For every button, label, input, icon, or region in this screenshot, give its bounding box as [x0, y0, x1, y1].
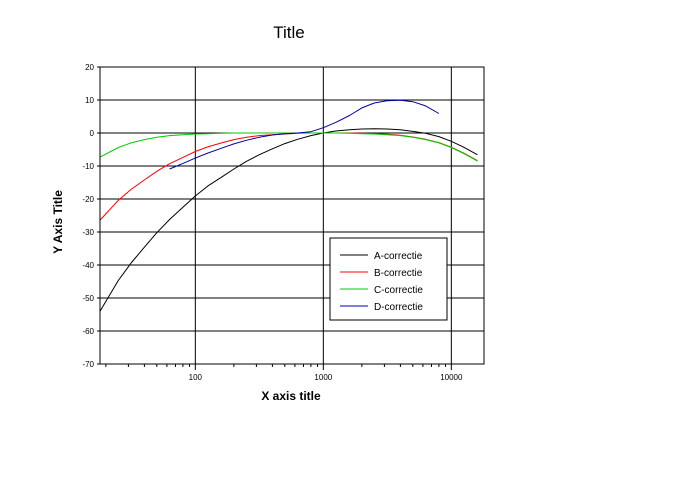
y-tick-label: -20 [82, 195, 94, 204]
series-line-a-correctie [99, 128, 478, 312]
y-tick-label: 20 [85, 63, 94, 72]
y-tick-label: -40 [82, 261, 94, 270]
y-tick-label: -10 [82, 162, 94, 171]
plot-frame [99, 66, 485, 365]
y-tick-label: 0 [90, 129, 95, 138]
ticks: -70 -60 -50 -40 -30 -20 -10 0 10 20 100 1000 10000 [82, 63, 463, 382]
y-tick-label: 10 [85, 96, 94, 105]
y-tick-label: -30 [82, 228, 94, 237]
legend: A-correctie B-correctie C-correctie D-corre… [329, 237, 448, 321]
x-tick-label: 1000 [314, 373, 332, 382]
legend-label: B-correctie [374, 268, 423, 279]
legend-label: D-correctie [374, 302, 423, 313]
y-tick-label: -70 [82, 360, 94, 369]
y-axis-title: Y Axis Title [51, 190, 65, 254]
x-tick-label: 10000 [440, 373, 463, 382]
chart-title: Title [273, 23, 305, 42]
y-tick-label: -50 [82, 294, 94, 303]
series-line-d-correctie [169, 99, 440, 170]
legend-label: C-correctie [374, 285, 423, 296]
y-tick-label: -60 [82, 327, 94, 336]
series-line-c-correctie [99, 132, 478, 162]
series-line-b-correctie [99, 132, 478, 221]
series-group [99, 99, 478, 312]
legend-label: A-correctie [374, 251, 423, 262]
x-tick-label: 100 [189, 373, 203, 382]
x-axis-title: X axis title [261, 389, 321, 403]
